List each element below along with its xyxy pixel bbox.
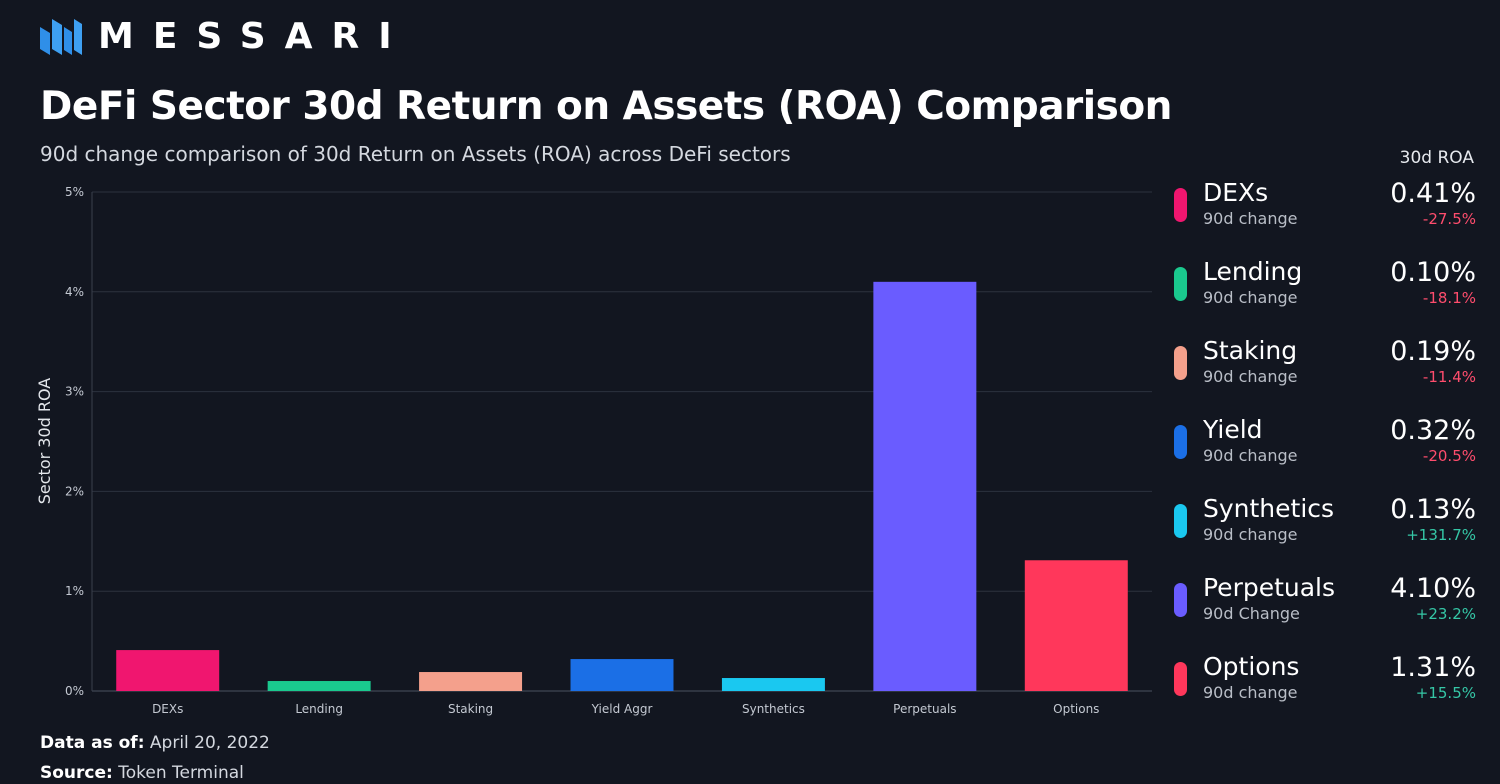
legend-change: +23.2% [1415,605,1476,623]
x-tick-label: Perpetuals [893,702,956,716]
legend-item: Staking 90d change 0.19% -11.4% [1172,334,1476,413]
legend-change: +15.5% [1415,684,1476,702]
legend-sub: 90d change [1203,367,1298,386]
x-tick-label: Lending [295,702,343,716]
legend-swatch [1174,267,1187,301]
bar-lending [267,681,371,691]
legend-value: 0.19% [1390,336,1476,367]
legend-header: 30d ROA [1399,148,1474,168]
legend-swatch [1174,188,1187,222]
x-tick-label: Staking [448,702,493,716]
legend-change: -27.5% [1422,210,1476,228]
legend-swatch [1174,504,1187,538]
legend-item: Yield 90d change 0.32% -20.5% [1172,413,1476,492]
legend-name: Staking [1203,336,1298,365]
legend-item: DEXs 90d change 0.41% -27.5% [1172,176,1476,255]
footer-source-value: Token Terminal [118,763,244,783]
y-tick-label: 3% [65,385,84,399]
legend-change: -18.1% [1422,289,1476,307]
legend-sub: 90d change [1203,525,1298,544]
legend-item: Lending 90d change 0.10% -18.1% [1172,255,1476,334]
messari-logo: MESSARI [40,15,411,57]
y-tick-label: 5% [65,185,84,199]
bar-options [1024,560,1128,691]
legend-swatch [1174,425,1187,459]
y-tick-label: 0% [65,684,84,698]
legend-value: 4.10% [1390,573,1476,604]
legend-item: Perpetuals 90d Change 4.10% +23.2% [1172,571,1476,650]
legend-sub: 90d Change [1203,604,1300,623]
bar-synthetics [721,678,825,691]
bar-dexs [116,650,220,691]
bar-chart: 0% 1% 2% 3% 4% 5% Sector 30d ROA DEXs Lending Sta… [35,185,1152,716]
legend-name: Lending [1203,257,1303,286]
bar-staking [419,672,523,691]
legend-value: 1.31% [1390,652,1476,683]
footer-date: Data as of: April 20, 2022 [40,733,270,753]
legend-change: +131.7% [1406,526,1476,544]
legend-change: -11.4% [1422,368,1476,386]
footer-date-value: April 20, 2022 [149,733,270,753]
legend-value: 0.41% [1390,178,1476,209]
y-axis-title: Sector 30d ROA [35,378,54,505]
legend-swatch [1174,583,1187,617]
brand-name: MESSARI [98,15,411,57]
legend-item: Synthetics 90d change 0.13% +131.7% [1172,492,1476,571]
legend-name: Perpetuals [1203,573,1336,602]
chart-title: DeFi Sector 30d Return on Assets (ROA) C… [40,84,1172,129]
y-tick-label: 4% [65,285,84,299]
x-tick-label: DEXs [152,702,183,716]
legend-change: -20.5% [1422,447,1476,465]
footer-date-label: Data as of [40,733,138,753]
legend-sub: 90d change [1203,288,1298,307]
legend-swatch [1174,346,1187,380]
x-tick-label: Synthetics [742,702,805,716]
legend-name: Yield [1203,415,1263,444]
legend-sub: 90d change [1203,209,1298,228]
legend-swatch [1174,662,1187,696]
legend-value: 0.32% [1390,415,1476,446]
bar-yield-aggr [570,659,674,691]
legend-value: 0.13% [1390,494,1476,525]
x-tick-label: Options [1053,702,1099,716]
legend-name: Synthetics [1203,494,1335,523]
messari-logo-icon [40,19,82,55]
x-tick-label: Yield Aggr [591,702,653,716]
legend-sub: 90d change [1203,446,1298,465]
legend-name: Options [1203,652,1300,681]
legend: DEXs 90d change 0.41% -27.5% Lending 90d chan… [1172,176,1476,729]
bar-perpetuals [873,281,977,691]
y-tick-label: 2% [65,484,84,498]
legend-item: Options 90d change 1.31% +15.5% [1172,650,1476,729]
legend-name: DEXs [1203,178,1269,207]
legend-value: 0.10% [1390,257,1476,288]
legend-sub: 90d change [1203,683,1298,702]
footer-source: Source: Token Terminal [40,763,244,783]
footer-source-label: Source [40,763,107,783]
chart-subtitle: 90d change comparison of 30d Return on A… [40,142,791,166]
y-tick-label: 1% [65,584,84,598]
